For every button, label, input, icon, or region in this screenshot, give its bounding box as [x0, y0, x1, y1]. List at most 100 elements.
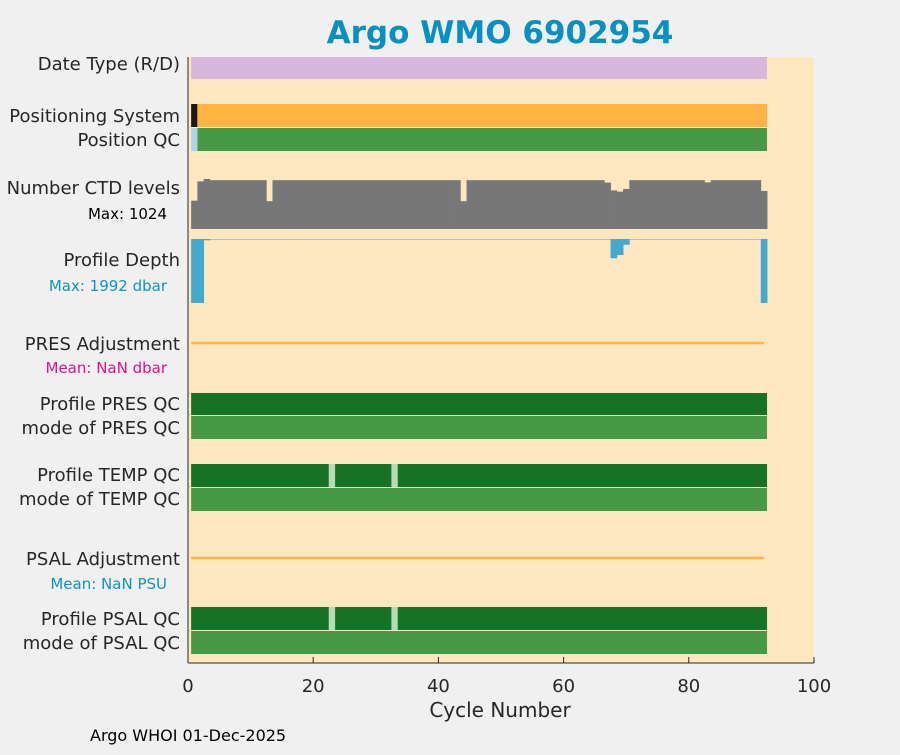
ctd-levels-bar-cycle-82 — [698, 180, 705, 229]
ctd-levels-bar-cycle-61 — [567, 180, 574, 229]
ctd-levels-bar-cycle-72 — [636, 180, 643, 229]
profile-temp-qc-segment-3 — [391, 464, 397, 487]
ctd-levels-bar-cycle-17 — [291, 180, 298, 229]
ctd-levels-bar-cycle-13 — [266, 201, 273, 229]
row-label-profile-psal-qc: Profile PSAL QC — [41, 609, 180, 630]
ctd-levels-bar-cycle-9 — [241, 180, 248, 229]
ctd-levels-bar-cycle-76 — [661, 180, 668, 229]
profile-temp-qc-segment-2 — [335, 464, 391, 487]
ctd-levels-bar-cycle-85 — [717, 180, 724, 229]
profile-psal-qc-segment-0 — [191, 607, 329, 630]
ctd-levels-bar-cycle-68 — [611, 190, 618, 229]
ctd-levels-bar-cycle-18 — [298, 180, 305, 229]
ctd-levels-bar-cycle-83 — [704, 182, 711, 229]
ctd-levels-bar-cycle-29 — [366, 180, 373, 229]
ctd-levels-bar-cycle-78 — [673, 180, 680, 229]
profile-depth-bar-cycle-3 — [204, 239, 211, 240]
ctd-levels-bar-cycle-41 — [442, 180, 449, 229]
positioning-system-segment-1 — [197, 104, 767, 127]
ctd-levels-bar-cycle-71 — [629, 180, 636, 229]
x-tick-label-0: 0 — [182, 676, 193, 697]
profile-psal-qc-segment-4 — [398, 607, 767, 630]
position-qc-segment-0 — [191, 128, 197, 151]
row-labels: Date Type (R/D) Positioning System Positio… — [7, 54, 180, 654]
row-label-pres-adjustment: PRES Adjustment — [25, 334, 180, 355]
row-label-mode-pres-qc: mode of PRES QC — [22, 418, 180, 439]
ctd-levels-bar-cycle-54 — [523, 180, 530, 229]
ctd-levels-bar-cycle-16 — [285, 180, 292, 229]
mode-temp-qc-segment-0 — [191, 488, 767, 511]
ctd-levels-bar-cycle-53 — [517, 180, 524, 229]
ctd-levels-bar-cycle-24 — [335, 180, 342, 229]
ctd-levels-bar-cycle-2 — [197, 181, 204, 229]
ctd-levels-bar-cycle-10 — [247, 180, 254, 229]
ctd-levels-bar-cycle-46 — [473, 180, 480, 229]
ctd-levels-bar-cycle-36 — [410, 180, 417, 229]
ctd-levels-bar-cycle-58 — [548, 180, 555, 229]
ctd-levels-bar-cycle-23 — [329, 180, 336, 229]
profile-pres-qc-segment-0 — [191, 393, 767, 415]
ctd-levels-bar-cycle-11 — [254, 180, 261, 229]
ctd-levels-bar-cycle-57 — [542, 180, 549, 229]
ctd-levels-bar-cycle-73 — [642, 180, 649, 229]
ctd-levels-bar-cycle-25 — [341, 180, 348, 229]
profile-temp-qc-segment-1 — [329, 464, 335, 487]
ctd-levels-bar-cycle-84 — [711, 180, 718, 229]
row-sublabel-pres-adjustment: Mean: NaN dbar — [46, 359, 168, 377]
row-label-ctd-levels: Number CTD levels — [7, 178, 180, 199]
ctd-levels-bar-cycle-74 — [648, 180, 655, 229]
ctd-levels-bar-cycle-44 — [460, 201, 467, 229]
ctd-levels-bar-cycle-52 — [510, 180, 517, 229]
ctd-levels-bar-cycle-1 — [191, 201, 198, 229]
ctd-levels-bar-cycle-15 — [279, 180, 286, 229]
mode-psal-qc-segment-0 — [191, 631, 767, 654]
ctd-levels-bar-cycle-43 — [454, 180, 461, 229]
profile-psal-qc-segment-3 — [391, 607, 397, 630]
ctd-levels-bar-cycle-87 — [729, 180, 736, 229]
profile-temp-qc-segment-4 — [398, 464, 767, 487]
ctd-levels-bar-cycle-81 — [692, 180, 699, 229]
x-tick-label-40: 40 — [427, 676, 450, 697]
ctd-levels-bar-cycle-62 — [573, 180, 580, 229]
ctd-levels-bar-cycle-69 — [617, 192, 624, 229]
ctd-levels-bar-cycle-34 — [398, 180, 405, 229]
ctd-levels-bar-cycle-67 — [604, 183, 611, 229]
profile-depth-bar-cycle-92 — [761, 239, 768, 303]
x-tick-label-20: 20 — [302, 676, 325, 697]
x-tick-label-80: 80 — [677, 676, 700, 697]
ctd-levels-bar-cycle-55 — [529, 180, 536, 229]
ctd-levels-bar-cycle-86 — [723, 180, 730, 229]
ctd-levels-bar-cycle-38 — [423, 180, 430, 229]
ctd-levels-bar-cycle-6 — [222, 180, 229, 229]
ctd-levels-bar-cycle-33 — [391, 180, 398, 229]
ctd-levels-bar-cycle-50 — [498, 180, 505, 229]
date-type-segment-0 — [191, 57, 767, 79]
profile-temp-qc-segment-0 — [191, 464, 329, 487]
ctd-levels-bar-cycle-40 — [435, 180, 442, 229]
x-tick-label-100: 100 — [797, 676, 831, 697]
row-label-position-qc: Position QC — [77, 130, 180, 151]
row-label-profile-temp-qc: Profile TEMP QC — [37, 465, 180, 486]
row-sublabel-profile-depth: Max: 1992 dbar — [49, 277, 168, 295]
row-sublabel-psal-adjustment: Mean: NaN PSU — [50, 575, 167, 593]
ctd-levels-bar-cycle-89 — [742, 180, 749, 229]
chart-title: Argo WMO 6902954 — [327, 15, 674, 51]
x-tick-label-60: 60 — [552, 676, 575, 697]
profile-depth-bar-cycle-70 — [623, 239, 630, 245]
row-label-positioning-system: Positioning System — [9, 106, 180, 127]
ctd-levels-bar-cycle-70 — [623, 189, 630, 229]
ctd-levels-bar-cycle-39 — [429, 180, 436, 229]
ctd-levels-bar-cycle-88 — [736, 180, 743, 229]
ctd-levels-bar-cycle-51 — [504, 180, 511, 229]
profile-depth-bar-cycle-68 — [611, 239, 618, 258]
ctd-levels-bar-cycle-37 — [416, 180, 423, 229]
ctd-levels-bar-cycle-26 — [348, 180, 355, 229]
ctd-levels-bar-cycle-8 — [235, 180, 242, 229]
profile-depth-bar-cycle-69 — [617, 239, 624, 255]
row-label-psal-adjustment: PSAL Adjustment — [26, 549, 180, 570]
ctd-levels-bar-cycle-91 — [755, 180, 762, 229]
row-label-date-type: Date Type (R/D) — [38, 54, 180, 75]
mode-pres-qc-segment-0 — [191, 416, 767, 439]
